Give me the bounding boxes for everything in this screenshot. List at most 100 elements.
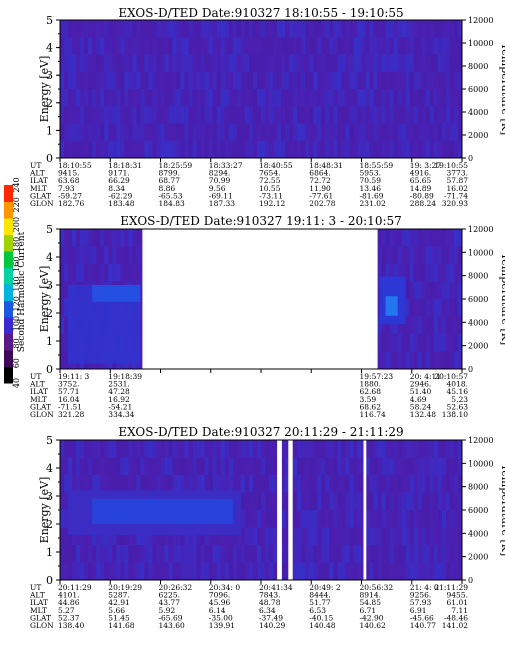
spectrogram-cell <box>429 351 435 370</box>
table-cell: 6225. <box>159 591 180 600</box>
spectrogram-cell <box>192 37 197 55</box>
spectrogram-cell <box>265 457 270 476</box>
spectrogram-cell <box>116 527 121 546</box>
spectrogram-cell <box>188 475 193 493</box>
spectrogram-cell <box>277 123 282 142</box>
spectrogram-cell <box>60 106 65 124</box>
spectrogram-cell <box>60 89 65 107</box>
spectrogram-cell <box>168 37 173 55</box>
spectrogram-cell <box>405 246 411 265</box>
table-cell: 19:10:55 <box>434 161 468 170</box>
spectrogram-cell <box>224 71 230 90</box>
spectrogram-cell <box>144 37 149 55</box>
spectrogram-cell <box>72 475 77 493</box>
spectrogram-cell <box>333 527 338 546</box>
spectrogram-cell <box>393 492 398 511</box>
spectrogram-cell <box>381 475 386 493</box>
spectrogram-cell <box>100 457 105 476</box>
table-cell: 320.93 <box>442 199 468 208</box>
spectrogram-cell <box>200 71 206 90</box>
spectrogram-cell <box>405 316 411 335</box>
spectrogram-cell <box>429 89 435 107</box>
table-cell: 9256. <box>410 591 431 600</box>
spectrogram-cell <box>172 475 177 493</box>
spectrogram-cell <box>261 457 266 476</box>
table-cell: 141.68 <box>108 621 134 630</box>
table-cell: 21:11:29 <box>434 583 468 592</box>
spectrogram-cell <box>349 89 354 107</box>
spectrogram-cell <box>321 20 326 38</box>
spectrogram-cell <box>329 510 334 528</box>
spectrogram-cell <box>248 71 254 90</box>
spectrogram-cell <box>445 106 451 124</box>
spectrogram-cell <box>309 37 314 55</box>
spectrogram-cell <box>349 140 354 159</box>
spectrogram-cell <box>208 562 214 581</box>
spectrogram-cell <box>393 510 398 528</box>
spectrogram-cell <box>200 457 206 476</box>
spectrogram-cell <box>301 545 306 563</box>
spectrogram-cell <box>377 492 382 511</box>
y2-tick-label: 12000 <box>468 16 493 25</box>
spectrogram-cell <box>164 106 169 124</box>
spectrogram-cell <box>365 545 370 563</box>
spectrogram-cell <box>289 54 294 73</box>
spectrogram-cell <box>212 457 218 476</box>
spectrogram-cell <box>188 140 193 159</box>
spectrogram-cell <box>92 106 97 124</box>
spectrogram-cell <box>60 54 65 73</box>
table-cell: -59.27 <box>58 191 82 200</box>
spectrogram-cell <box>405 475 411 493</box>
spectrogram-cell <box>96 545 101 563</box>
spectrogram-cell <box>445 54 451 73</box>
spectrogram-cell <box>329 37 334 55</box>
spectrogram-cell <box>224 545 230 563</box>
spectrogram-cell <box>437 281 443 300</box>
spectrogram-cell <box>168 140 173 159</box>
spectrogram-cell <box>293 510 298 528</box>
spectrogram-cell <box>353 440 358 458</box>
spectrogram-cell <box>349 123 354 142</box>
spectrogram-cell <box>184 440 189 458</box>
spectrogram-cell <box>281 440 286 458</box>
spectrogram-cell <box>417 246 423 265</box>
spectrogram-cell <box>357 492 362 511</box>
spectrogram-cell <box>313 510 318 528</box>
spectrogram-cell <box>256 71 262 90</box>
spectrogram-cell <box>329 545 334 563</box>
spectrogram-cell <box>84 106 89 124</box>
spectrogram-cell <box>397 123 402 142</box>
table-cell: 18:40:55 <box>259 161 293 170</box>
spectrogram-cell <box>156 562 161 581</box>
spectrogram-cell <box>421 351 427 370</box>
spectrogram-cell <box>240 457 246 476</box>
spectrogram-cell <box>220 527 226 546</box>
spectrogram-cell <box>60 351 65 370</box>
spectrogram-cell <box>325 106 330 124</box>
spectrogram-cell <box>393 334 398 352</box>
spectrogram-cell <box>453 89 459 107</box>
spectrogram-cell <box>309 527 314 546</box>
spectrogram-cell <box>437 123 443 142</box>
spectrogram-cell <box>108 545 113 563</box>
data-gap <box>363 440 367 580</box>
spectrogram-cell <box>417 229 423 247</box>
table-cell: 8799. <box>159 169 180 178</box>
spectrogram-cell <box>240 140 246 159</box>
spectrogram-cell <box>156 89 161 107</box>
spectrogram-cell <box>425 229 431 247</box>
spectrogram-cell <box>100 440 105 458</box>
spectrogram-cell <box>265 140 270 159</box>
spectrogram-cell <box>409 299 415 317</box>
table-cell: 54.85 <box>360 598 382 607</box>
table-row-label: MLT <box>30 395 47 404</box>
spectrogram-cell <box>88 562 93 581</box>
spectrogram-cell <box>281 510 286 528</box>
spectrogram-cell <box>345 510 350 528</box>
spectrogram-cell <box>401 351 407 370</box>
spectrogram-cell <box>104 54 109 73</box>
spectrogram-cell <box>373 545 378 563</box>
spectrogram-cell <box>88 140 93 159</box>
spectrogram-cell <box>269 492 274 511</box>
spectrogram-cell <box>188 37 193 55</box>
